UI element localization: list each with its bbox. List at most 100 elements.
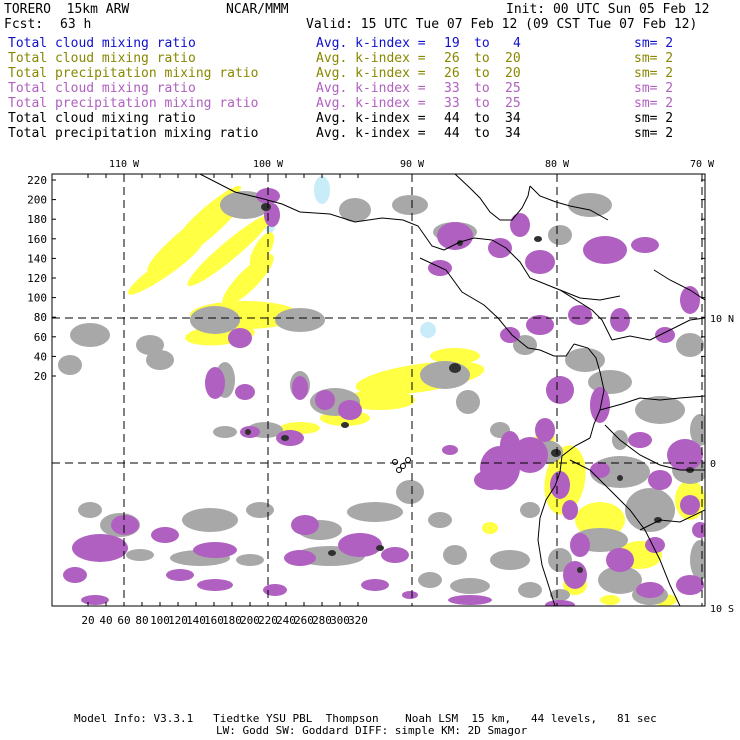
island [396,467,402,473]
cloud-area-gray [518,582,542,598]
cloud-area-purple [402,591,418,599]
cloud-area-purple [488,238,512,258]
x-tick-label: 200 [240,614,260,627]
convective-core [245,429,251,435]
y-tick-label: 160 [27,233,47,246]
convective-core [281,435,289,441]
cloud-area-purple [676,575,704,595]
cloud-area-purple [315,390,335,410]
x-tick-label: 280 [312,614,332,627]
precip-band-yellow [345,390,415,410]
cloud-area-gray [548,225,572,245]
cloud-area-purple [442,445,458,455]
x-tick-label: 300 [330,614,350,627]
y-tick-label: 20 [34,370,47,383]
legend-to-word: to [474,96,490,111]
cloud-area-purple [72,534,128,562]
model-name: TORERO 15km ARW [4,2,130,17]
lon-label: 70 W [690,159,715,170]
cloud-area-gray [126,549,154,561]
precip-band-yellow [187,213,273,287]
legend-from: 19 [444,36,460,51]
cloud-area-gray [146,350,174,370]
coastline [611,317,705,341]
cloud-area-gray [428,512,452,528]
cloud-area-gray [236,554,264,566]
cloud-area-gray [182,508,238,532]
cloud-area-purple [583,236,627,264]
legend-sm: sm= 2 [634,51,674,66]
cloud-area-purple [545,600,575,606]
cloud-area-purple [338,533,382,557]
legend-to: 20 [505,66,521,81]
cloud-area-purple [667,439,703,471]
cloud-area-gray [690,414,705,446]
precip-band-yellow [430,348,480,364]
lon-label: 110 W [109,159,140,170]
legend-from: 26 [444,66,460,81]
legend-to: 25 [505,96,521,111]
cloud-area-purple [570,533,590,557]
coastline [639,509,705,531]
cloud-area-gray [598,566,642,594]
cloud-area-purple [474,470,506,490]
convective-core [449,363,461,373]
cloud-area-gray [347,502,403,522]
convective-core [376,545,384,551]
y-tick-label: 60 [34,331,47,344]
cloud-area-gray [418,572,442,588]
x-tick-label: 120 [168,614,188,627]
coastline [604,424,705,471]
cloud-area-purple [256,188,280,204]
cloud-area-gray [625,488,675,532]
legend-sm: sm= 2 [634,36,674,51]
convective-core [617,475,623,481]
island [405,457,411,463]
y-tick-label: 200 [27,194,47,207]
legend-sm: sm= 2 [634,81,674,96]
cloud-area-purple [437,222,473,250]
legend-field: Total cloud mixing ratio [8,36,196,51]
cloud-area-purple [276,430,304,446]
legend-avg: Avg. k-index = [316,96,426,111]
cloud-area-purple [525,250,555,274]
precip-band-yellow [482,522,498,534]
cloud-area-purple [193,542,237,558]
cloud-area-purple [628,432,652,448]
cloud-area-purple [197,579,233,591]
y-tick-label: 120 [27,272,47,285]
coastline [199,174,445,251]
cloud-area-gray [275,308,325,332]
coastline [443,237,613,341]
coastline [569,459,681,606]
coastline [573,343,605,439]
coastline [454,174,531,221]
legend-avg: Avg. k-index = [316,51,426,66]
legend-sm: sm= 2 [634,111,674,126]
legend-to: 34 [505,111,521,126]
thin-cloud-patch [314,176,330,204]
thin-cloud-patch [420,322,436,338]
y-tick-label: 100 [27,292,47,305]
y-tick-label: 140 [27,252,47,265]
x-tick-label: 260 [294,614,314,627]
x-tick-label: 80 [135,614,148,627]
lon-label: 100 W [253,159,284,170]
cloud-area-gray [190,306,240,334]
legend-field: Total precipitation mixing ratio [8,96,259,111]
legend-from: 33 [444,81,460,96]
legend-from: 26 [444,51,460,66]
fcst-hours: 63 h [60,17,92,32]
lat-label: 10 N [710,314,734,325]
cloud-area-purple [510,213,530,237]
x-tick-label: 240 [276,614,296,627]
legend-sm: sm= 2 [634,96,674,111]
cloud-area-gray [246,502,274,518]
cloud-area-purple [526,315,554,335]
legend-avg: Avg. k-index = [316,111,426,126]
cloud-area-purple [606,548,634,572]
legend-avg: Avg. k-index = [316,66,426,81]
field-layer [52,174,705,606]
precip-band-yellow [575,502,625,538]
